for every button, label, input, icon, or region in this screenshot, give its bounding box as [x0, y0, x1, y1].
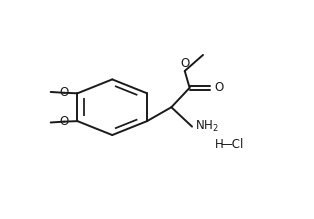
- Text: O: O: [59, 86, 69, 99]
- Text: O: O: [59, 115, 69, 128]
- Text: O: O: [180, 57, 189, 70]
- Text: O: O: [214, 81, 223, 94]
- Text: H: H: [214, 138, 223, 151]
- Text: —Cl: —Cl: [220, 138, 244, 151]
- Text: NH$_2$: NH$_2$: [195, 119, 219, 134]
